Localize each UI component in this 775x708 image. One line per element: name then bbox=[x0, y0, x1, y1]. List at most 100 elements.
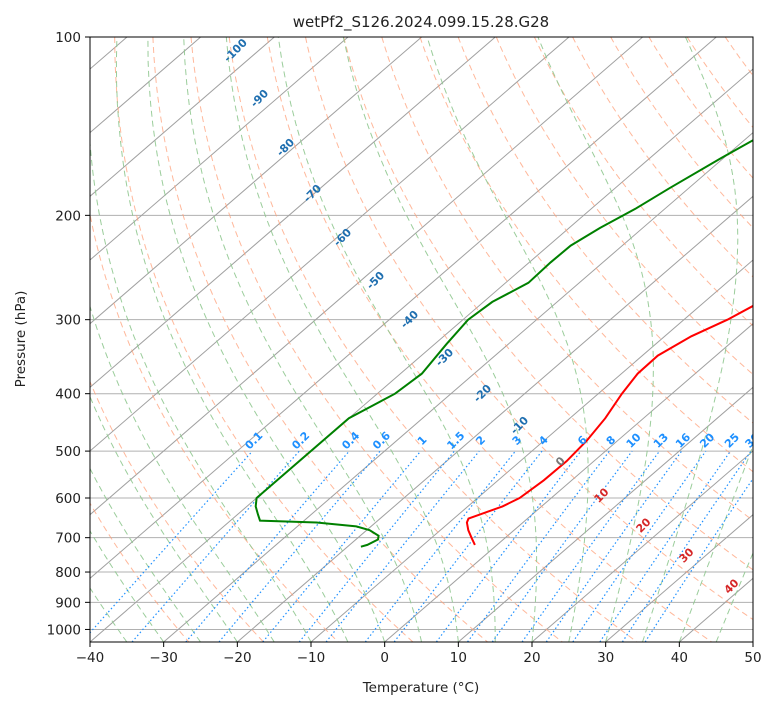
mixing-ratio-line bbox=[435, 450, 582, 642]
y-tick-label: 800 bbox=[55, 565, 81, 581]
x-tick-label: −40 bbox=[76, 650, 105, 666]
dry-adiabat-label: -100 bbox=[221, 36, 250, 65]
mixing-ratio-label: 36 bbox=[763, 430, 775, 450]
mixing-ratio-label: 1 bbox=[415, 433, 430, 448]
dry-adiabat-label: -20 bbox=[471, 382, 494, 405]
y-tick-label: 500 bbox=[55, 444, 81, 460]
isotherm-grid bbox=[90, 37, 753, 642]
moist-adiabat bbox=[90, 587, 128, 642]
dry-adiabat bbox=[228, 37, 638, 642]
moist-adiabat bbox=[277, 37, 496, 642]
dry-adiabat bbox=[343, 37, 753, 571]
moist-adiabat bbox=[147, 37, 386, 642]
plot-frame bbox=[89, 36, 754, 643]
moist-adiabat bbox=[90, 529, 165, 642]
isotherm--10 bbox=[310, 259, 753, 642]
dry-adiabat bbox=[190, 37, 563, 642]
isotherm--20 bbox=[237, 195, 753, 642]
dry-adiabat bbox=[90, 380, 264, 642]
dry-adiabat-label: -40 bbox=[398, 308, 421, 331]
mixing-ratio-line bbox=[644, 477, 753, 642]
isotherm--70 bbox=[90, 37, 570, 452]
mixing-ratio-line bbox=[599, 450, 731, 642]
dry-adiabat bbox=[648, 37, 753, 179]
mixing-ratio-label: 8 bbox=[604, 433, 619, 448]
mixing-ratio-line bbox=[491, 450, 633, 642]
x-tick-label: 40 bbox=[671, 650, 688, 666]
mixing-ratio-label: 16 bbox=[673, 430, 693, 450]
dry-adiabat bbox=[686, 37, 753, 129]
x-tick-label: −20 bbox=[223, 650, 252, 666]
isotherm--50 bbox=[90, 37, 717, 579]
mixing-ratio-label: 30 bbox=[743, 430, 763, 450]
mixing-ratio-label: 0.4 bbox=[339, 429, 362, 452]
moist-adiabat bbox=[426, 37, 589, 642]
isotherm--60 bbox=[90, 37, 643, 516]
y-tick-label: 200 bbox=[55, 208, 81, 224]
x-tick-label: −30 bbox=[149, 650, 178, 666]
x-axis: −40 −30 −20 −10 0 10 20 30 40 50 bbox=[76, 642, 762, 666]
dry-adiabat bbox=[90, 212, 339, 642]
isotherm--120 bbox=[90, 37, 201, 134]
moist-adiabat bbox=[678, 444, 753, 642]
moist-adiabat bbox=[90, 304, 275, 642]
y-tick-label: 400 bbox=[55, 387, 81, 403]
mixing-ratio-label: 1.5 bbox=[444, 429, 467, 452]
mixing-ratio-label: 0.6 bbox=[370, 429, 393, 452]
moist-adiabat bbox=[342, 37, 538, 642]
mixing-ratio-line bbox=[572, 450, 707, 642]
y-tick-label: 100 bbox=[55, 30, 81, 46]
dry-adiabat bbox=[610, 37, 753, 229]
dry-adiabat bbox=[763, 37, 775, 642]
y-tick-label: 300 bbox=[55, 313, 81, 329]
isotherm--40 bbox=[90, 68, 753, 642]
isotherm-0 bbox=[384, 322, 753, 642]
profile-lines bbox=[254, 139, 753, 548]
mixing-ratio-line bbox=[621, 450, 752, 642]
mixing-ratio-label: 25 bbox=[722, 431, 742, 451]
mixing-ratio-line bbox=[325, 450, 480, 642]
isotherm-20 bbox=[531, 450, 753, 642]
mixing-ratio-label: 0.1 bbox=[242, 429, 265, 452]
moist-adiabat bbox=[90, 467, 201, 642]
y-tick-label: 900 bbox=[55, 595, 81, 611]
isopleth-labels: -100-90-80-70-60-50-40-30-20-100.1 0.2 0.4… bbox=[221, 36, 775, 597]
dry-adiabat-label: -80 bbox=[274, 136, 297, 159]
dry-adiabat bbox=[266, 37, 712, 642]
isotherm-50 bbox=[752, 641, 753, 642]
dry-adiabat bbox=[114, 37, 414, 642]
temperature-profile bbox=[465, 304, 753, 546]
x-tick-label: −10 bbox=[297, 650, 326, 666]
isotherm--30 bbox=[163, 131, 753, 642]
moist-adiabat bbox=[115, 37, 349, 642]
dry-adiabat bbox=[152, 37, 488, 642]
moist-adiabat bbox=[715, 551, 753, 642]
y-tick-label: 1000 bbox=[47, 622, 81, 638]
dry-adiabat bbox=[419, 37, 753, 473]
chart-title: wetPf2_S126.2024.099.15.28.G28 bbox=[293, 13, 549, 32]
mixing-ratio-line bbox=[467, 450, 610, 642]
mixing-ratio-line bbox=[521, 450, 660, 642]
mixing-ratio-label: 13 bbox=[651, 431, 671, 451]
moist-adiabat bbox=[90, 395, 238, 642]
dry-adiabat bbox=[533, 37, 753, 327]
isotherm-30 bbox=[605, 514, 753, 642]
moist-adiabat bbox=[642, 37, 739, 642]
dry-adiabat-label: -50 bbox=[364, 269, 387, 292]
moist-adiabat-label: 40 bbox=[722, 576, 742, 596]
moist-adiabat-label: 20 bbox=[634, 515, 654, 535]
mixing-ratio-line bbox=[218, 450, 381, 642]
x-axis-label: Temperature (°C) bbox=[362, 680, 480, 696]
isotherm--100 bbox=[90, 37, 349, 261]
dry-adiabat bbox=[495, 37, 753, 376]
mixing-ratio-label: 0.2 bbox=[289, 429, 312, 452]
isotherm-10 bbox=[458, 386, 753, 642]
mixing-ratio-label: 2 bbox=[473, 433, 488, 448]
isobar-grid bbox=[90, 37, 753, 630]
mixing-ratio-line bbox=[90, 450, 253, 634]
moist-adiabat bbox=[225, 37, 459, 642]
dry-adiabat-label: -10 bbox=[508, 414, 531, 437]
moist-adiabat bbox=[90, 37, 312, 642]
x-tick-label: 30 bbox=[597, 650, 614, 666]
dry-adiabat-label: -30 bbox=[433, 346, 456, 369]
